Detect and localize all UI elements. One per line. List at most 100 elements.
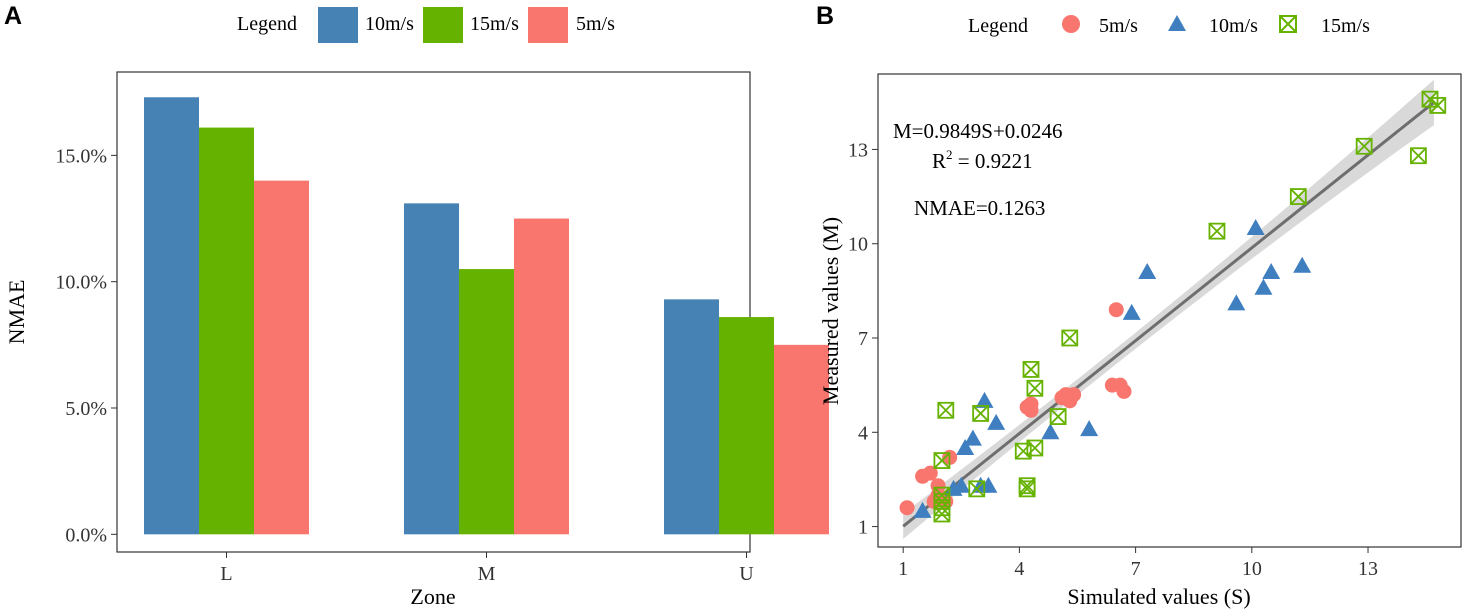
x-tick-label: 10: [1242, 558, 1262, 580]
regression-equation: M=0.9849S+0.0246: [893, 119, 1063, 143]
legend-b-title: Legend: [968, 15, 1028, 37]
point-10ms: [1227, 294, 1246, 311]
point-5ms: [1066, 387, 1082, 403]
point-5ms: [1116, 383, 1132, 399]
y-tick-label: 13: [848, 139, 868, 161]
legend-a-title: Legend: [237, 13, 297, 35]
panel-b-confidence-band: [903, 79, 1434, 539]
point-10ms: [913, 501, 932, 518]
legend-b-marker-5ms: [1062, 15, 1080, 33]
point-5ms: [1108, 302, 1124, 318]
point-15ms: [1049, 408, 1067, 425]
point-15ms: [1208, 222, 1226, 240]
y-tick-label: 5.0%: [65, 398, 107, 420]
point-15ms: [1289, 188, 1307, 205]
panel-b-y-axis-title: Measured values (M): [818, 217, 843, 405]
point-15ms: [1409, 147, 1427, 165]
legend-a-swatch-15ms: [423, 7, 463, 43]
point-5ms: [1023, 396, 1039, 412]
panel-a-bars: [144, 97, 829, 535]
legend-b-marker-15ms: [1279, 15, 1297, 33]
x-tick-label: L: [220, 563, 232, 585]
point-10ms: [1246, 219, 1265, 235]
panel-b-x-axis: 1 4 7 10 13: [898, 547, 1378, 580]
point-15ms: [1355, 137, 1373, 155]
point-15ms: [1022, 361, 1040, 378]
x-tick-label: 4: [1014, 558, 1024, 580]
point-15ms: [1429, 97, 1447, 114]
point-10ms: [956, 439, 975, 455]
point-10ms: [1080, 420, 1099, 437]
point-15ms: [972, 405, 990, 422]
x-tick-label: 1: [898, 558, 908, 580]
point-10ms: [1041, 423, 1060, 440]
point-15ms: [1026, 439, 1044, 457]
legend-a-label-15ms: 15m/s: [470, 13, 519, 35]
y-tick-label: 4: [858, 422, 868, 444]
legend-a-label-5ms: 5m/s: [576, 13, 615, 35]
panel-b-regression-line: [902, 101, 1435, 528]
panel-a-label: A: [4, 2, 22, 30]
point-15ms: [1061, 329, 1079, 347]
point-10ms: [1293, 256, 1312, 273]
point-5ms: [922, 465, 938, 481]
point-5ms: [899, 500, 915, 516]
y-tick-label: 1: [858, 517, 868, 539]
point-10ms: [1254, 278, 1273, 295]
panel-b-points: [899, 90, 1447, 523]
panel-a: A Legend 10m/s 15m/s 5m/s 0.0% 5.0% 10.0% 1…: [4, 2, 829, 609]
legend-b-label-15ms: 15m/s: [1321, 15, 1370, 37]
x-tick-label: M: [478, 563, 496, 585]
bar-M-10ms: [404, 203, 459, 535]
panel-a-legend: Legend 10m/s 15m/s 5m/s: [237, 7, 615, 43]
point-10ms: [987, 413, 1006, 430]
legend-b-label-10ms: 10m/s: [1209, 15, 1258, 37]
x-tick-label: 7: [1131, 558, 1141, 580]
point-10ms: [952, 476, 971, 493]
point-15ms: [1018, 477, 1036, 495]
legend-b-marker-10ms: [1168, 15, 1186, 31]
point-10ms: [1138, 263, 1157, 279]
y-tick-label: 7: [858, 328, 868, 350]
bar-L-10ms: [144, 97, 199, 535]
r-squared: R2 = 0.9221: [932, 147, 1033, 173]
legend-a-swatch-10ms: [318, 7, 358, 43]
point-15ms: [933, 452, 951, 469]
bar-M-5ms: [514, 218, 569, 535]
point-10ms: [975, 391, 994, 408]
y-tick-label: 0.0%: [65, 524, 107, 546]
bar-U-10ms: [664, 299, 719, 535]
panel-a-y-axis-title: NMAE: [4, 280, 29, 345]
bar-M-15ms: [459, 269, 514, 535]
y-tick-label: 15.0%: [55, 145, 107, 167]
regression-line: [902, 101, 1435, 528]
bar-U-5ms: [774, 344, 829, 535]
point-10ms: [963, 429, 982, 446]
panel-a-x-axis-title: Zone: [410, 584, 455, 609]
nmae-annotation: NMAE=0.1263: [914, 196, 1045, 220]
panel-b-legend: Legend 5m/s 10m/s 15m/s: [968, 15, 1370, 37]
point-15ms: [937, 401, 955, 419]
x-tick-label: 13: [1358, 558, 1378, 580]
x-tick-label: U: [739, 563, 754, 585]
point-10ms: [1262, 263, 1281, 279]
point-10ms: [1122, 303, 1141, 320]
panel-b-label: B: [816, 2, 834, 30]
y-tick-label: 10.0%: [55, 272, 107, 294]
bar-U-15ms: [719, 317, 774, 535]
legend-a-swatch-5ms: [528, 7, 568, 43]
y-tick-label: 10: [848, 234, 868, 256]
point-15ms: [1026, 379, 1044, 397]
panel-b-y-axis: 1 4 7 10 13: [848, 139, 878, 539]
point-15ms: [933, 486, 951, 504]
panel-a-y-axis: 0.0% 5.0% 10.0% 15.0%: [55, 145, 117, 546]
point-15ms: [968, 480, 986, 498]
bar-L-15ms: [199, 127, 254, 535]
panel-b-x-axis-title: Simulated values (S): [1067, 584, 1250, 609]
legend-b-label-5ms: 5m/s: [1099, 15, 1138, 37]
bar-L-5ms: [254, 180, 309, 535]
confidence-band: [903, 79, 1434, 539]
